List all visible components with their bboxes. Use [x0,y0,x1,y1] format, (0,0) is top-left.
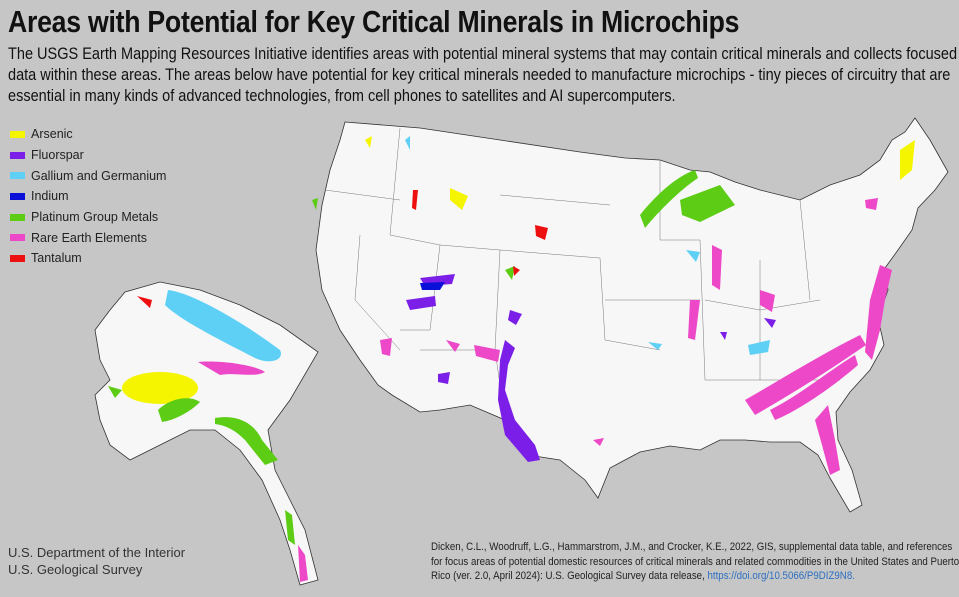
deposit-tantalum [137,296,152,308]
conus-deposits [312,136,915,475]
deposit-fluorspar [508,310,522,325]
deposit-platinum [680,185,735,222]
deposit-rare-earth [815,405,840,475]
deposit-platinum [640,170,698,228]
swatch-icon [10,234,25,242]
deposit-fluorspar [438,372,450,384]
legend-item-fluorspar: Fluorspar [10,145,166,166]
deposit-gallium-germanium [648,342,662,350]
legend-label: Platinum Group Metals [31,210,159,225]
deposit-gallium-germanium [405,136,410,150]
deposit-arsenic [122,372,198,404]
deposit-tantalum [412,190,418,210]
deposit-platinum [312,198,318,210]
deposit-platinum [158,398,200,422]
state-borders [324,127,840,421]
swatch-icon [10,172,25,180]
legend-item-gallium-germanium: Gallium and Germanium [10,165,166,186]
deposit-rare-earth [745,335,866,415]
deposit-gallium-germanium [686,250,700,262]
legend-item-rare-earth: Rare Earth Elements [10,227,166,248]
legend-item-arsenic: Arsenic [10,124,166,145]
deposit-arsenic [900,140,915,180]
legend-label: Gallium and Germanium [31,168,167,183]
citation-link[interactable]: https://doi.org/10.5066/P9DIZ9N8. [707,570,855,583]
deposit-fluorspar [720,332,727,340]
page-title: Areas with Potential for Key Critical Mi… [8,4,740,39]
deposit-platinum [505,266,515,280]
deposit-fluorspar [406,296,436,310]
swatch-icon [10,130,25,138]
legend-label: Tantalum [31,251,82,266]
deposit-rare-earth [865,198,878,210]
page-subtitle: The USGS Earth Mapping Resources Initiat… [8,45,958,105]
legend-item-indium: Indium [10,186,166,207]
legend-label: Fluorspar [31,148,84,163]
deposit-fluorspar [764,318,776,328]
deposit-rare-earth [380,338,392,356]
swatch-icon [10,213,25,221]
agency-line-2: U.S. Geological Survey [8,562,143,577]
deposit-gallium-germanium [748,340,770,355]
swatch-icon [10,151,25,159]
deposit-arsenic [450,188,468,210]
deposit-rare-earth [770,355,858,420]
deposit-rare-earth [865,265,892,360]
deposit-platinum [285,510,295,545]
deposit-platinum [215,417,278,465]
legend-item-tantalum: Tantalum [10,248,166,269]
citation-text: Dicken, C.L., Woodruff, L.G., Hammarstro… [431,541,959,583]
deposit-tantalum [513,266,520,276]
swatch-icon [10,192,25,200]
deposit-rare-earth [198,361,265,375]
deposit-rare-earth [760,290,775,312]
legend-label: Indium [31,189,69,204]
deposit-platinum [108,386,122,398]
deposit-rare-earth [474,345,500,362]
contiguous-us-outline [315,117,949,513]
deposit-fluorspar [498,340,540,462]
deposit-indium [420,282,445,290]
deposit-rare-earth [688,300,700,340]
agency-line-1: U.S. Department of the Interior [8,545,186,560]
legend-item-platinum: Platinum Group Metals [10,207,166,228]
deposit-gallium-germanium [165,290,281,362]
citation: Dicken, C.L., Woodruff, L.G., Hammarstro… [431,540,959,584]
deposit-rare-earth [593,438,604,446]
deposit-rare-earth [446,340,460,352]
legend-label: Arsenic [31,127,73,142]
agency-credit: U.S. Department of the Interior U.S. Geo… [8,544,185,578]
legend-label: Rare Earth Elements [31,230,148,245]
legend: Arsenic Fluorspar Gallium and Germanium … [10,124,166,269]
deposit-tantalum [535,225,548,240]
deposit-arsenic [365,136,372,148]
alaska-deposits [108,290,308,582]
deposit-rare-earth [712,245,722,290]
deposit-rare-earth [298,545,308,582]
swatch-icon [10,254,25,262]
